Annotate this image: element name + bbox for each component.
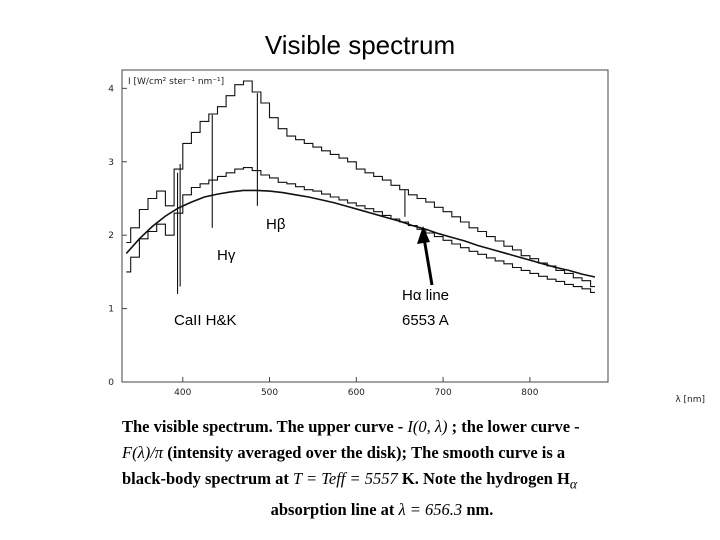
caption-math: F(λ)/π: [122, 443, 164, 462]
x-tick-label: 600: [348, 388, 365, 398]
x-tick-label: 400: [174, 388, 191, 398]
annotation-h-alpha-wavelength: 6553 A: [402, 312, 449, 329]
y-tick-label: 4: [108, 84, 114, 94]
caption-line-2: F(λ)/π (intensity averaged over the disk…: [122, 440, 642, 466]
y-tick-label: 2: [108, 231, 114, 241]
plot-frame: [121, 69, 609, 383]
absorption-lines: [176, 93, 406, 294]
y-tick-label: 3: [108, 158, 114, 168]
axes: 0 1 2 3 4 400 500 600 700 800: [108, 84, 538, 398]
caption-text: ; the lower curve -: [447, 417, 580, 436]
upper-curve: [126, 80, 595, 288]
x-tick-label: 800: [521, 388, 538, 398]
y-tick-label: 1: [108, 305, 114, 315]
series-group: [125, 80, 596, 293]
caption-math: T = Teff = 5557: [292, 469, 398, 488]
caption-text: absorption line at: [270, 500, 399, 520]
caption-line-1: The visible spectrum. The upper curve - …: [122, 414, 642, 440]
annotation-h-alpha: Hα line: [402, 287, 449, 304]
caption-text: The visible spectrum. The upper curve -: [122, 417, 408, 436]
page-title: Visible spectrum: [264, 30, 456, 60]
caption-text: nm.: [462, 500, 494, 520]
figure-caption: The visible spectrum. The upper curve - …: [122, 414, 642, 523]
x-tick-label: 700: [435, 388, 452, 398]
annotation-h-beta: Hβ: [266, 216, 286, 233]
caption-text: (intensity averaged over the disk); The …: [163, 443, 566, 462]
caption-line-3: black-body spectrum at T = Teff = 5557 K…: [122, 466, 642, 497]
annotation-caii-hk: CaII H&K: [174, 312, 237, 329]
y-axis-label: I [W/cm² ster⁻¹ nm⁻¹]: [128, 77, 224, 87]
blackbody-curve: [125, 189, 596, 278]
caption-text: K. Note the hydrogen H: [397, 469, 570, 488]
h-alpha-arrowhead: [417, 226, 430, 244]
h-alpha-arrow: [422, 237, 434, 286]
caption-subscript: α: [569, 476, 578, 492]
caption-line-4: absorption line at λ = 656.3 nm.: [122, 497, 642, 523]
y-tick-label: 0: [108, 378, 114, 388]
x-axis-label: λ [nm]: [675, 395, 705, 405]
annotation-h-gamma: Hγ: [217, 247, 236, 264]
caption-math: λ = 656.3: [398, 500, 463, 520]
x-tick-label: 500: [261, 388, 278, 398]
caption-math: I(0, λ): [407, 417, 448, 436]
lower-curve: [126, 167, 595, 293]
caption-text: black-body spectrum at: [122, 469, 293, 488]
